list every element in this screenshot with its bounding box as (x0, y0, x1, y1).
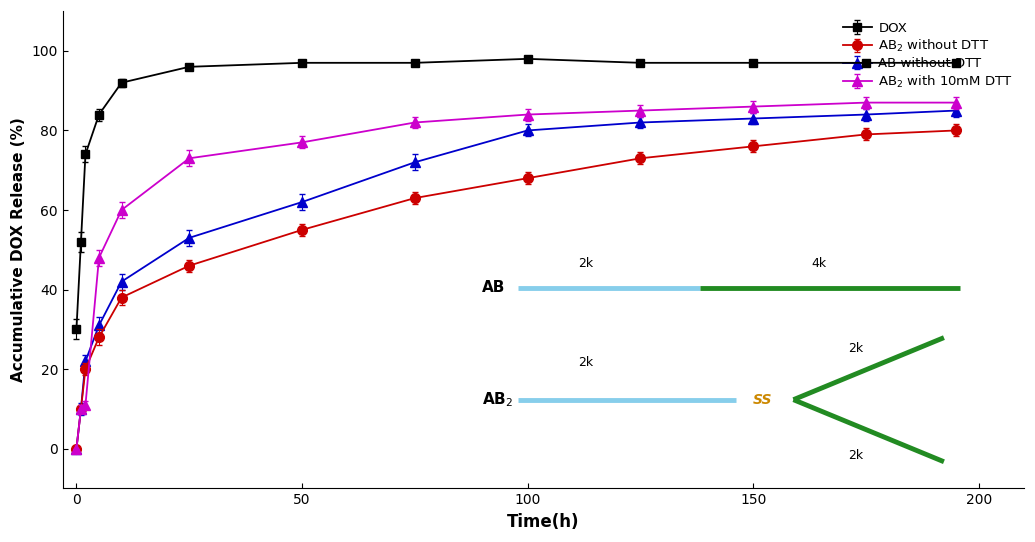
Y-axis label: Accumulative DOX Release (%): Accumulative DOX Release (%) (11, 118, 26, 382)
Legend: DOX, AB$_2$ without DTT, AB without DTT, AB$_2$ with 10mM DTT: DOX, AB$_2$ without DTT, AB without DTT,… (838, 18, 1017, 94)
X-axis label: Time(h): Time(h) (507, 513, 580, 531)
